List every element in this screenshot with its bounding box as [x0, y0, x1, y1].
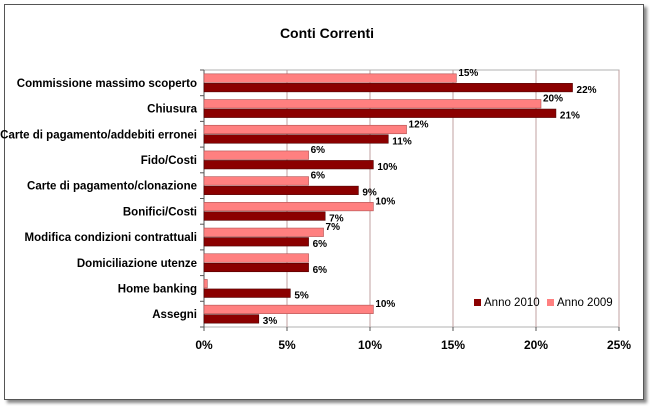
bar-anno-2009 — [203, 253, 309, 263]
bar-anno-2009 — [203, 150, 309, 160]
bar-anno-2009 — [203, 73, 457, 83]
bar-anno-2010 — [203, 237, 309, 247]
category-label: Bonifici/Costi — [123, 206, 197, 218]
data-label-2010: 21% — [560, 111, 580, 122]
legend-swatch-2010 — [474, 299, 481, 306]
bar-anno-2010 — [203, 211, 326, 221]
category-label: Carte di pagamento/clonazione — [27, 181, 197, 193]
category-label: Fido/Costi — [141, 155, 197, 167]
bar-anno-2010 — [203, 288, 291, 298]
data-label-2009: 7% — [326, 222, 341, 233]
legend-swatch-2009 — [547, 299, 554, 306]
category-label: Domiciliazione utenze — [77, 258, 197, 270]
x-tick-label: 15% — [441, 338, 465, 352]
data-label-2010: 10% — [377, 162, 397, 173]
data-label-2010: 7% — [329, 213, 344, 224]
data-label-2009: 15% — [458, 68, 478, 79]
bar-anno-2009 — [203, 227, 324, 237]
category-label: Modifica condizioni contrattuali — [25, 232, 198, 244]
x-tick-label: 0% — [195, 338, 213, 352]
data-label-2009: 12% — [409, 119, 429, 130]
bar-anno-2009 — [203, 99, 542, 109]
category-label: Carte di pagamento/addebiti erronei — [0, 129, 197, 141]
bar-anno-2009 — [203, 279, 208, 289]
category-label: Commissione massimo scoperto — [17, 78, 197, 90]
bar-anno-2009 — [203, 176, 309, 186]
x-tick-label: 25% — [607, 338, 631, 352]
bar-anno-2010 — [203, 262, 309, 273]
bar-anno-2009 — [203, 304, 374, 314]
category-label: Home banking — [118, 283, 197, 295]
bar-anno-2010 — [203, 314, 260, 324]
data-label-2009: 10% — [375, 196, 395, 207]
plot-area — [203, 69, 620, 328]
bar-anno-2010 — [203, 185, 359, 195]
x-tick-label: 10% — [358, 338, 382, 352]
x-tick-label: 20% — [524, 338, 548, 352]
data-label-2009: 6% — [311, 171, 326, 182]
bar-anno-2010 — [203, 160, 374, 170]
bar-anno-2009 — [203, 124, 407, 135]
data-label-2010: 6% — [313, 265, 328, 276]
legend-label-2009: Anno 2009 — [557, 297, 613, 309]
legend-label-2010: Anno 2010 — [484, 297, 540, 309]
data-label-2010: 3% — [263, 316, 278, 327]
data-label-2009: 10% — [375, 299, 395, 310]
category-label: Chiusura — [147, 104, 197, 116]
data-label-2010: 9% — [362, 188, 377, 199]
bar-anno-2010 — [203, 134, 389, 144]
bar-anno-2010 — [203, 108, 557, 118]
x-tick-label: 5% — [278, 338, 296, 352]
category-label: Assegni — [152, 309, 197, 321]
data-label-2010: 5% — [294, 290, 309, 301]
data-label-2010: 22% — [577, 85, 597, 96]
chart-title: Conti Correnti — [280, 25, 374, 41]
data-label-2009: 20% — [543, 94, 563, 105]
bar-anno-2010 — [203, 83, 573, 93]
bar-anno-2009 — [203, 202, 374, 212]
data-label-2010: 6% — [313, 239, 328, 250]
data-label-2010: 11% — [392, 136, 412, 147]
data-label-2009: 6% — [311, 145, 326, 156]
